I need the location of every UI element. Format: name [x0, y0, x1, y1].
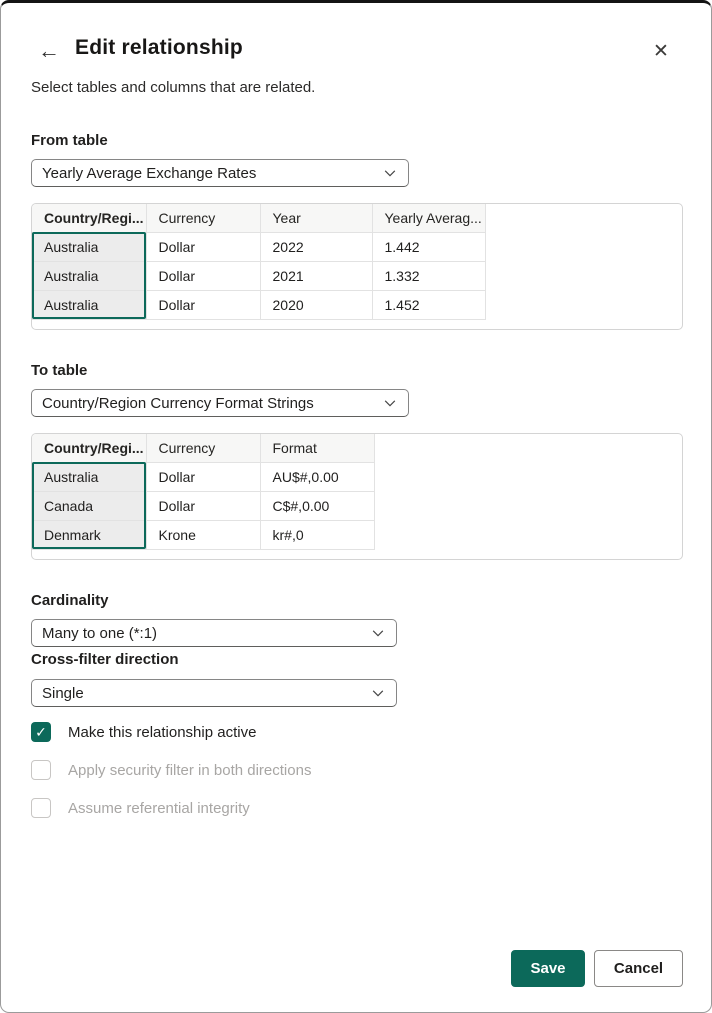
dialog-subtitle: Select tables and columns that are relat…: [31, 79, 316, 96]
dialog-title: Edit relationship: [75, 36, 243, 59]
column-header-format[interactable]: Format: [260, 434, 375, 463]
checkbox-row-security-filter: Apply security filter in both directions: [31, 760, 311, 780]
checkbox-row-make-active: ✓ Make this relationship active: [31, 722, 256, 742]
cell[interactable]: Australia: [32, 290, 147, 320]
cell[interactable]: Australia: [32, 462, 147, 492]
cell[interactable]: 1.442: [372, 232, 486, 262]
chevron-down-icon: [372, 630, 384, 637]
to-table-label: To table: [31, 362, 88, 379]
table-row: Denmark Krone kr#,0: [32, 520, 375, 550]
chevron-down-icon: [384, 400, 396, 407]
to-table-preview: Country/Regi... Currency Format Australi…: [31, 433, 683, 560]
table-row: Australia Dollar 2021 1.332: [32, 261, 486, 291]
cross-filter-dropdown[interactable]: Single: [31, 679, 397, 707]
cell[interactable]: Dollar: [146, 462, 261, 492]
table-header-row: Country/Regi... Currency Year Yearly Ave…: [32, 204, 486, 233]
cell[interactable]: 1.452: [372, 290, 486, 320]
column-header-currency[interactable]: Currency: [146, 204, 261, 233]
cross-filter-label: Cross-filter direction: [31, 651, 179, 668]
cardinality-dropdown-value: Many to one (*:1): [42, 624, 158, 642]
column-header-yearly-average[interactable]: Yearly Averag...: [372, 204, 486, 233]
back-button[interactable]: ←: [37, 38, 61, 63]
cell[interactable]: Dollar: [146, 491, 261, 521]
checkbox-label: Apply security filter in both directions: [68, 761, 312, 779]
from-table-preview: Country/Regi... Currency Year Yearly Ave…: [31, 203, 683, 330]
cell[interactable]: kr#,0: [260, 520, 375, 550]
cell[interactable]: Australia: [32, 261, 147, 291]
from-table-label: From table: [31, 132, 108, 149]
checkbox-row-referential-integrity: Assume referential integrity: [31, 798, 250, 818]
cell[interactable]: Australia: [32, 232, 147, 262]
close-icon: ✕: [653, 40, 669, 62]
cell[interactable]: Denmark: [32, 520, 147, 550]
cell[interactable]: Dollar: [146, 261, 261, 291]
to-table-dropdown[interactable]: Country/Region Currency Format Strings: [31, 389, 409, 417]
cell[interactable]: 2021: [260, 261, 373, 291]
cardinality-label: Cardinality: [31, 592, 109, 609]
column-header-country-region[interactable]: Country/Regi...: [32, 434, 147, 463]
cell[interactable]: Krone: [146, 520, 261, 550]
from-table-grid: Country/Regi... Currency Year Yearly Ave…: [32, 204, 486, 320]
chevron-down-icon: [372, 690, 384, 697]
cell[interactable]: Dollar: [146, 232, 261, 262]
checkbox-security-filter: [31, 760, 51, 780]
table-row: Australia Dollar 2022 1.442: [32, 232, 486, 262]
cell[interactable]: 2022: [260, 232, 373, 262]
column-header-year[interactable]: Year: [260, 204, 373, 233]
chevron-down-icon: [384, 170, 396, 177]
column-header-currency[interactable]: Currency: [146, 434, 261, 463]
table-row: Canada Dollar C$#,0.00: [32, 491, 375, 521]
back-arrow-icon: ←: [38, 38, 60, 63]
table-row: Australia Dollar 2020 1.452: [32, 290, 486, 320]
cross-filter-dropdown-value: Single: [42, 684, 84, 702]
cardinality-dropdown[interactable]: Many to one (*:1): [31, 619, 397, 647]
from-table-dropdown[interactable]: Yearly Average Exchange Rates: [31, 159, 409, 187]
to-table-grid: Country/Regi... Currency Format Australi…: [32, 434, 375, 550]
close-button[interactable]: ✕: [647, 37, 675, 65]
to-table-dropdown-value: Country/Region Currency Format Strings: [42, 394, 314, 412]
cell[interactable]: AU$#,0.00: [260, 462, 375, 492]
checkbox-make-active[interactable]: ✓: [31, 722, 51, 742]
cell[interactable]: 1.332: [372, 261, 486, 291]
checkmark-icon: ✓: [35, 723, 47, 740]
checkbox-label: Assume referential integrity: [68, 799, 250, 817]
column-header-country-region[interactable]: Country/Regi...: [32, 204, 147, 233]
cell[interactable]: 2020: [260, 290, 373, 320]
save-button[interactable]: Save: [511, 950, 585, 987]
checkbox-referential-integrity: [31, 798, 51, 818]
checkbox-label: Make this relationship active: [68, 723, 257, 741]
cancel-button[interactable]: Cancel: [594, 950, 683, 987]
cell[interactable]: C$#,0.00: [260, 491, 375, 521]
cell[interactable]: Dollar: [146, 290, 261, 320]
table-header-row: Country/Regi... Currency Format: [32, 434, 375, 463]
cell[interactable]: Canada: [32, 491, 147, 521]
table-row: Australia Dollar AU$#,0.00: [32, 462, 375, 492]
from-table-dropdown-value: Yearly Average Exchange Rates: [42, 164, 257, 182]
